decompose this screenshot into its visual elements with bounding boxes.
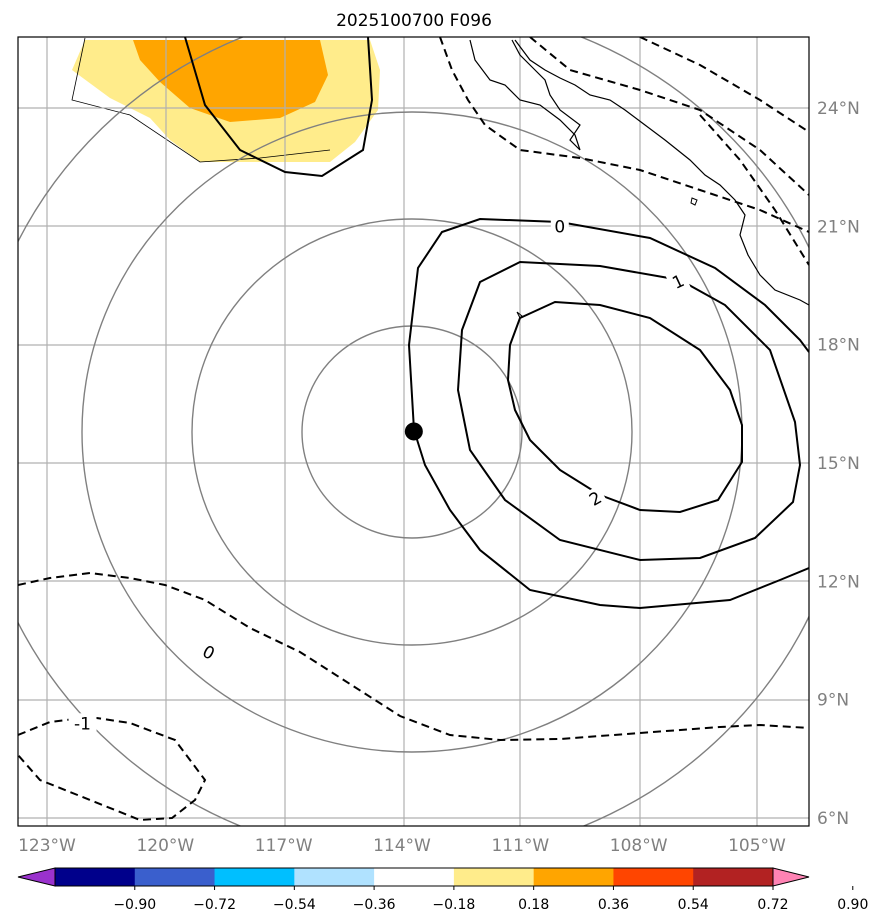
contour-label: -1 <box>74 714 91 734</box>
contour-label: 0 <box>554 217 565 237</box>
lon-tick-label: 120°W <box>136 836 194 856</box>
contour-label-bg <box>550 216 569 237</box>
contour-dashed-north-4 <box>699 114 809 266</box>
contour-dashed-0-south <box>18 571 809 742</box>
graticule <box>18 37 809 826</box>
colorbar <box>17 867 810 887</box>
colorbar-segment <box>533 868 614 886</box>
contour-solid-0-north <box>184 37 374 178</box>
lat-tick-label: 15°N <box>817 454 860 474</box>
colorbar-tick-label: −0.18 <box>432 897 475 913</box>
lon-tick-label: 105°W <box>728 836 786 856</box>
lat-tick-label: 24°N <box>817 99 860 119</box>
colorbar-segment <box>134 868 216 886</box>
contour-dashed-north-1 <box>439 37 809 233</box>
lon-tick-label: 117°W <box>255 836 313 856</box>
island-small-2 <box>690 197 698 206</box>
colorbar-extend-low <box>17 867 56 887</box>
colorbar-tick-label: 0.72 <box>757 897 788 913</box>
contour-1 <box>456 260 802 562</box>
colorbar-segment <box>55 868 136 886</box>
colorbar-segment <box>453 868 535 886</box>
chart-title: 2025100700 F096 <box>336 11 492 31</box>
colorbar-tick-label: −0.72 <box>193 897 236 913</box>
colorbar-segment <box>613 868 694 886</box>
colorbar-extend-high <box>772 867 810 887</box>
colorbar-tick-label: −0.36 <box>353 897 396 913</box>
lon-tick-label: 108°W <box>610 836 668 856</box>
colorbar-segment <box>374 868 455 886</box>
range-rings <box>18 37 809 826</box>
colorbar-tick-labels: −0.90 −0.72 −0.54 −0.36 −0.18 0.18 0.36 0.54 0.7… <box>113 886 868 913</box>
contour-label-backgrounds <box>68 216 691 734</box>
colorbar-tick-label: 0.18 <box>518 897 549 913</box>
contour-dashed-minus1 <box>18 715 207 822</box>
colorbar-segment <box>214 868 295 886</box>
contour-dashed-north-2 <box>529 37 809 196</box>
latitude-labels: 6°N 9°N 12°N 15°N 18°N 21°N 24°N <box>817 99 860 829</box>
longitude-labels: 123°W 120°W 117°W 114°W 111°W 108°W 105°W <box>18 836 786 856</box>
colorbar-tick-label: 0.90 <box>837 897 868 913</box>
lon-tick-label: 123°W <box>18 836 76 856</box>
colorbar-tick-label: −0.90 <box>113 897 156 913</box>
contour-0-main <box>407 217 809 610</box>
coast-island-outline <box>71 37 331 163</box>
contour-label-bg <box>665 268 691 295</box>
colorbar-tick-label: 0.36 <box>598 897 629 913</box>
contour-label-bg <box>68 713 97 734</box>
lon-tick-label: 111°W <box>491 836 549 856</box>
range-ring-2 <box>191 218 633 646</box>
lat-tick-label: 12°N <box>817 572 860 592</box>
map-frame <box>17 36 810 827</box>
contour-2 <box>506 300 743 514</box>
lat-tick-label: 6°N <box>817 809 849 829</box>
contour-label-bg <box>582 485 609 512</box>
lat-tick-label: 18°N <box>817 336 860 356</box>
colorbar-segment <box>693 868 774 886</box>
colorbar-tick-label: 0.54 <box>678 897 709 913</box>
shaded-region-orange <box>133 40 328 122</box>
colorbar-tick-label: −0.54 <box>273 897 316 913</box>
coastline <box>469 39 809 306</box>
lat-tick-label: 21°N <box>817 217 860 237</box>
lat-tick-label: 9°N <box>817 691 849 711</box>
storm-center-marker <box>404 422 423 441</box>
lon-tick-label: 114°W <box>373 836 431 856</box>
range-ring-4 <box>18 37 809 826</box>
contour-dashed-north-3 <box>639 37 809 133</box>
colorbar-segment <box>294 868 375 886</box>
contour-label-bg <box>196 639 222 666</box>
colorbar-outline <box>54 867 774 887</box>
